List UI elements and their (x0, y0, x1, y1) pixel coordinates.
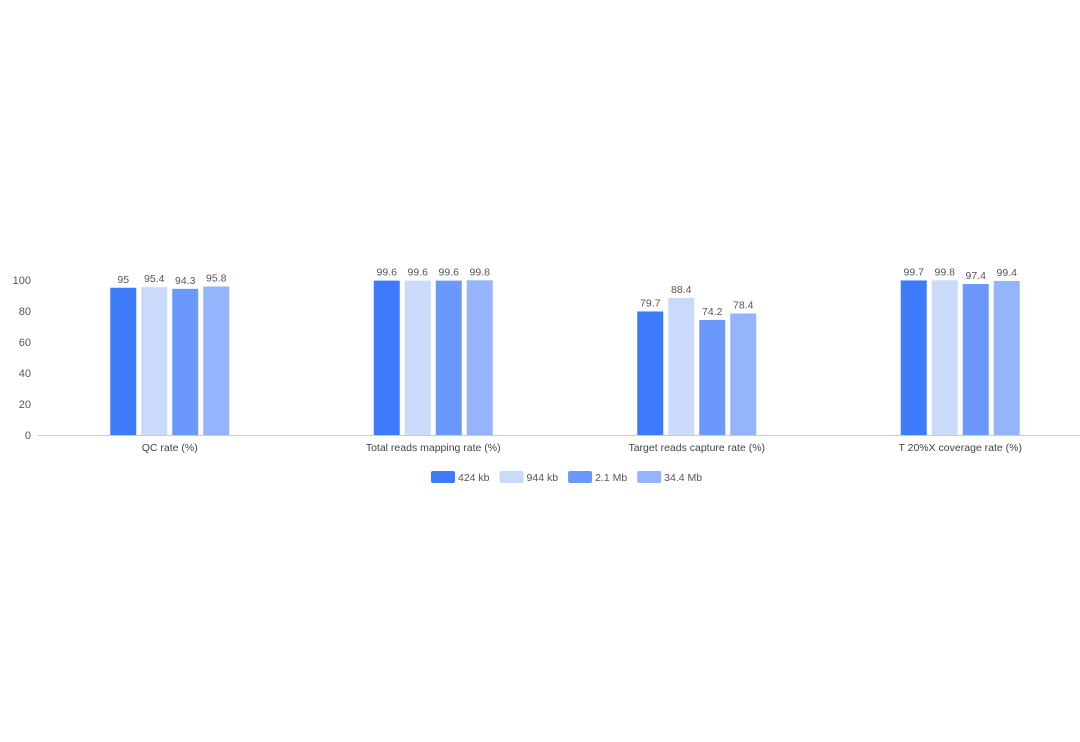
bar-2.1-mb (172, 288, 199, 435)
bar-424-kb (373, 280, 400, 435)
bar-34.4-mb (730, 313, 757, 435)
y-tick-label: 40 (19, 368, 31, 380)
data-label: 94.3 (175, 275, 196, 287)
bar-424-kb (110, 287, 137, 435)
data-label: 99.6 (439, 267, 460, 279)
bar-2.1-mb (435, 280, 462, 435)
y-tick-label: 20 (19, 399, 31, 411)
legend-item[interactable]: 424 kb (431, 471, 490, 484)
bar-424-kb (637, 311, 664, 435)
bar-944-kb (141, 287, 168, 435)
y-tick-label: 0 (25, 430, 31, 442)
bar-34.4-mb (466, 280, 493, 435)
legend-label: 34.4 Mb (664, 472, 702, 484)
data-label: 78.4 (733, 299, 754, 311)
legend-swatch (568, 471, 593, 483)
data-label: 99.8 (470, 266, 491, 278)
data-label: 95.4 (144, 273, 165, 285)
data-label: 97.4 (966, 270, 987, 282)
data-label: 99.8 (935, 266, 956, 278)
legend-label: 944 kb (527, 472, 559, 484)
data-label: 74.2 (702, 306, 723, 318)
bar-944-kb (931, 280, 958, 435)
y-tick-label: 100 (13, 275, 31, 287)
bars: 95 95.4 94.3 95.8 99.6 99.6 99.6 99.8 79.7 88.4 74… (110, 266, 1020, 435)
legend-swatch (637, 471, 662, 483)
x-axis: QC rate (%) Total reads mapping rate (%) T… (38, 435, 1080, 454)
data-label: 99.4 (997, 267, 1018, 279)
data-label: 79.7 (640, 297, 661, 309)
data-label: 95.8 (206, 273, 227, 285)
x-tick-label: T 20%X coverage rate (%) (898, 442, 1022, 454)
legend-swatch (499, 471, 524, 483)
x-tick-label: Total reads mapping rate (%) (366, 442, 501, 454)
bar-34.4-mb (203, 286, 230, 435)
legend-label: 424 kb (458, 472, 490, 484)
legend-swatch (431, 471, 455, 483)
bar-424-kb (900, 280, 927, 435)
legend[interactable]: 424 kb 944 kb 2.1 Mb 34.4 Mb (431, 471, 702, 484)
y-axis: 0 20 40 60 80 100 (13, 275, 31, 442)
legend-item[interactable]: 2.1 Mb (568, 471, 627, 484)
legend-label: 2.1 Mb (595, 472, 627, 484)
bar-944-kb (404, 280, 431, 435)
y-tick-label: 80 (19, 306, 31, 318)
y-tick-label: 60 (19, 337, 31, 349)
bar-2.1-mb (699, 319, 726, 435)
x-tick-label: Target reads capture rate (%) (628, 442, 765, 454)
data-label: 95 (117, 274, 129, 286)
data-label: 99.7 (904, 266, 925, 278)
x-tick-label: QC rate (%) (142, 442, 198, 454)
data-label: 99.6 (377, 267, 398, 279)
data-label: 99.6 (408, 267, 429, 279)
legend-item[interactable]: 34.4 Mb (637, 471, 702, 484)
legend-item[interactable]: 944 kb (499, 471, 559, 484)
bar-34.4-mb (993, 280, 1020, 435)
data-label: 88.4 (671, 284, 692, 296)
bar-2.1-mb (962, 284, 989, 435)
bar-944-kb (668, 297, 695, 435)
